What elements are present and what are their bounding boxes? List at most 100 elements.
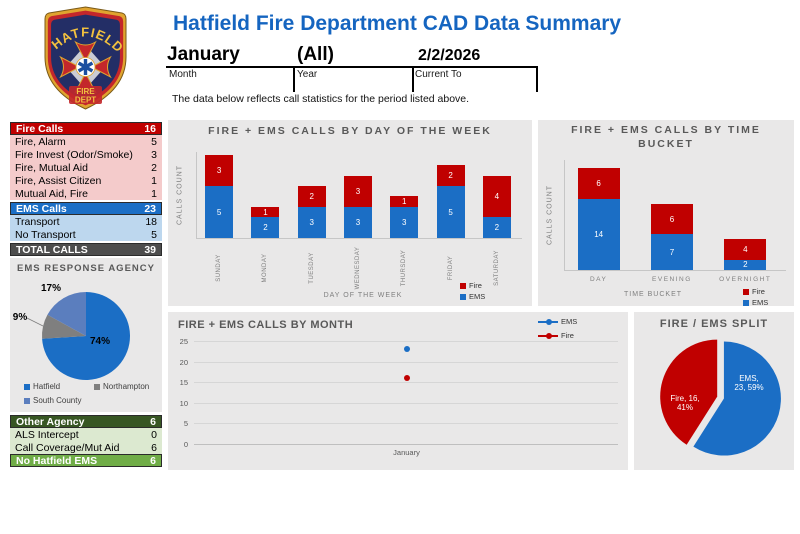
bar-segment-fire: 3 <box>343 175 372 207</box>
legend-item-ems: EMS <box>743 298 768 307</box>
table-row: No Transport 5 <box>10 228 162 241</box>
category-label: MONDAY <box>262 253 269 283</box>
row-label: No Transport <box>15 228 76 241</box>
chart-title: EMS RESPONSE AGENCY <box>17 263 155 274</box>
no-hatfield-ems-label: No Hatfield EMS <box>16 454 98 467</box>
chart-legend: EMS Fire <box>538 317 577 340</box>
legend-label: EMS <box>752 298 769 307</box>
pie-label-fire: Fire, 16, 41% <box>659 394 711 412</box>
bar-segment-fire: 6 <box>577 168 620 199</box>
ems-response-agency-panel: EMS RESPONSE AGENCY 74% 17% 9% Hatfield … <box>10 258 162 412</box>
category-label: FRIDAY <box>447 255 454 281</box>
y-tick-label: 25 <box>179 337 188 346</box>
no-hatfield-ems-row: No Hatfield EMS 6 <box>10 454 162 467</box>
logo-banner-line2: DEPT <box>75 96 96 105</box>
bar-day: 6 14 <box>562 160 635 270</box>
other-agency-header-value: 6 <box>150 415 156 428</box>
gridline <box>194 341 618 342</box>
legend-swatch <box>24 397 30 404</box>
row-label: Transport <box>15 215 60 228</box>
row-label: Fire, Mutual Aid <box>15 161 88 174</box>
legend-swatch <box>24 383 30 390</box>
total-calls-row: TOTAL CALLS 39 <box>10 243 162 256</box>
fire-calls-header: Fire Calls 16 <box>10 122 162 135</box>
category-label: EVENING <box>652 276 692 283</box>
no-hatfield-ems-value: 6 <box>150 454 156 467</box>
data-point-ems <box>403 346 410 353</box>
fire-calls-header-value: 16 <box>144 122 156 135</box>
filter-separator-3 <box>536 66 538 92</box>
x-axis-line <box>196 238 522 239</box>
fire-calls-header-label: Fire Calls <box>16 122 64 135</box>
calls-by-day-panel: FIRE + EMS CALLS BY DAY OF THE WEEK CALL… <box>168 120 532 306</box>
legend-label: Fire <box>469 281 482 290</box>
bar-segment-ems: 2 <box>724 259 767 270</box>
filter-separator-1 <box>293 66 295 92</box>
legend-item-south-county: South County <box>24 396 81 405</box>
bar-segment-ems: 3 <box>390 206 419 238</box>
x-axis-title: DAY OF THE WEEK <box>323 292 403 299</box>
category-label: THURSDAY <box>401 249 408 287</box>
pie-label-line: EMS, <box>739 374 759 383</box>
calls-by-time-panel: FIRE + EMS CALLS BY TIME BUCKET CALLS CO… <box>538 120 794 307</box>
bar-segment-fire: 2 <box>297 186 326 207</box>
row-label: Fire, Alarm <box>15 135 66 148</box>
chart-title: FIRE + EMS CALLS BY MONTH <box>178 319 354 331</box>
y-tick-label: 10 <box>179 398 188 408</box>
y-axis-title: CALLS COUNT <box>546 184 554 246</box>
filter-divider-line <box>166 66 537 68</box>
filter-month-value[interactable]: January <box>167 44 240 65</box>
total-calls-value: 39 <box>144 243 156 256</box>
legend-label: EMS <box>469 292 486 301</box>
row-value: 5 <box>151 135 157 148</box>
bar-segment-fire: 4 <box>724 239 767 260</box>
category-label: WEDNESDAY <box>355 246 362 290</box>
pie-label-line: 23, 59% <box>734 383 764 392</box>
legend-marker <box>538 332 558 339</box>
legend-label: Fire <box>752 287 765 296</box>
table-row: Fire, Alarm 5 <box>10 135 162 148</box>
pie-label-hatfield: 74% <box>89 336 110 347</box>
category-label: OVERNIGHT <box>719 276 772 283</box>
x-axis-line <box>564 270 786 271</box>
gridline <box>194 423 618 425</box>
pie-leader-line <box>26 317 44 327</box>
x-tick-label: January <box>393 448 420 457</box>
bar-segment-ems: 3 <box>297 206 326 238</box>
legend-swatch <box>743 299 749 306</box>
chart-title-line2: BUCKET <box>638 138 694 150</box>
legend-item-ems: EMS <box>460 292 485 301</box>
category-label: SUNDAY <box>216 254 223 282</box>
chart-legend: Fire EMS <box>743 287 768 307</box>
bar-segment-ems: 5 <box>205 186 234 238</box>
table-row: Call Coverage/Mut Aid 6 <box>10 441 162 454</box>
total-calls-label: TOTAL CALLS <box>16 243 88 256</box>
other-agency-header-label: Other Agency <box>16 415 85 428</box>
y-axis-title: CALLS COUNT <box>176 164 184 226</box>
category-label: TUESDAY <box>308 252 315 284</box>
legend-item-hatfield: Hatfield <box>24 382 60 391</box>
filter-year-value[interactable]: (All) <box>297 44 334 65</box>
bar-segment-fire: 4 <box>482 175 511 218</box>
filter-year-label: Year <box>297 69 318 80</box>
gridline <box>194 361 618 363</box>
row-value: 3 <box>151 148 157 161</box>
y-tick-label: 20 <box>179 357 188 367</box>
bar-segment-fire: 3 <box>205 154 234 186</box>
ems-agency-pie-chart <box>26 292 130 380</box>
calls-by-month-panel: FIRE + EMS CALLS BY MONTH EMS Fire 25 20 15… <box>168 312 628 470</box>
gridline <box>194 382 618 384</box>
pie-slice-hatfield <box>42 292 130 380</box>
chart-legend: Fire EMS <box>460 281 485 301</box>
table-row: Mutual Aid, Fire 1 <box>10 187 162 200</box>
legend-label: Northampton <box>103 382 150 391</box>
filter-current-to-value[interactable]: 2/2/2026 <box>418 47 481 64</box>
legend-marker <box>538 318 558 325</box>
row-label: Fire Invest (Odor/Smoke) <box>15 148 133 161</box>
legend-label: Hatfield <box>33 382 61 391</box>
